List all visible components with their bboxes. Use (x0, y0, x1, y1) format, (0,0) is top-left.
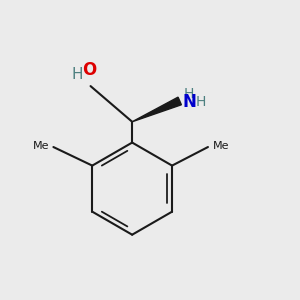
Polygon shape (132, 97, 182, 122)
Text: H: H (183, 86, 194, 100)
Text: N: N (182, 93, 196, 111)
Text: Me: Me (212, 140, 229, 151)
Text: H: H (196, 95, 206, 109)
Text: H: H (71, 67, 83, 82)
Text: O: O (82, 61, 96, 79)
Text: Me: Me (32, 140, 49, 151)
